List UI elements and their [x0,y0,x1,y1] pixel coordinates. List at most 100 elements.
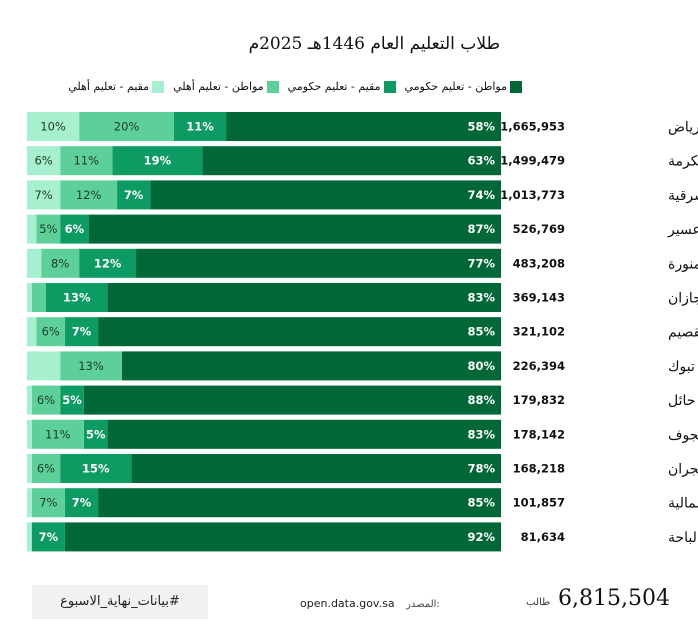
bar-segment [64,522,502,552]
data-label: 63% [467,154,495,168]
data-label: 7% [124,188,144,202]
data-label: 7% [72,496,92,510]
data-label: 7% [34,188,52,202]
bar-segment [27,419,32,449]
bar-segment [60,385,84,415]
bar-segment [45,283,108,312]
data-label: 78% [467,462,495,476]
category-label: المدينة المنورة [668,256,698,272]
row-total: 369,143 [513,291,565,305]
bar-segment [60,214,89,244]
legend-swatch [510,80,522,93]
legend-item: مقيم - تعليم حكومي [288,80,396,93]
bar-segment [121,351,502,381]
bar-segment [27,351,61,381]
data-label: 5% [62,393,82,407]
bar-segment [88,214,502,244]
category-label: الرياض [668,120,698,136]
bar-segment [79,112,174,141]
bar-segment [79,248,137,278]
chart-title: طلاب التعليم العام 1446هـ 2025م [248,34,500,54]
bar-segment [98,488,501,518]
bar-segment [31,522,65,552]
row-total: 483,208 [513,256,565,270]
data-label: 7% [39,530,59,544]
bar-segment [107,419,501,449]
legend-swatch [383,80,396,93]
row-total: 1,499,479 [500,154,565,168]
bar-segment [27,214,37,244]
bar-segment [27,317,37,347]
data-label: 6% [65,222,85,236]
category-label: عسير [667,222,698,238]
category-label: مكة المكرمة [668,154,698,170]
bar-segment [60,454,132,483]
legend-item: مواطن - تعليم حكومي [405,80,522,93]
bar-segment [64,488,99,518]
bar-segment [31,454,61,483]
bar-segment [27,454,32,483]
bar-segment [27,112,80,141]
legend-label: مقيم - تعليم حكومي [287,80,381,93]
legend-label: مواطن - تعليم أهلي [173,80,264,93]
row-total: 178,142 [513,427,565,441]
category-label: تبوك [668,359,695,375]
legend-item: مواطن - تعليم أهلي [173,80,279,93]
hashtag-badge: #بيانات_نهاية_الاسبوع [32,585,208,619]
data-label: 6% [42,325,60,339]
data-label: 83% [467,427,495,441]
data-label: 5% [39,222,57,236]
bar-segment [83,419,108,449]
category-label: نجران [668,462,698,478]
data-label: 83% [467,291,495,305]
bar-segment [36,317,65,347]
bar-segment [107,283,501,312]
row-total: 179,832 [513,393,565,407]
bar-segment [173,112,227,141]
row-total: 226,394 [513,359,565,373]
bar-segment [31,283,46,312]
source-url[interactable]: open.data.gov.sa [300,597,395,610]
category-label: الجوف [668,427,698,443]
data-label: 58% [467,120,495,134]
total-unit: طالب [526,597,551,608]
data-label: 12% [94,256,122,270]
legend-swatch [266,80,279,93]
bar-segment [83,385,501,415]
bar-segment [27,522,32,552]
data-label: 15% [82,462,110,476]
data-label: 74% [467,188,495,202]
data-label: 85% [467,325,495,339]
bar-segment [64,317,99,347]
bar-segment [31,488,65,518]
data-label: 20% [114,120,140,134]
bar-segment [131,454,501,483]
bar-segment [31,419,84,449]
total-value: 6,815,504 [558,586,670,611]
row-total: 526,769 [513,222,565,236]
bar-segment [60,180,118,210]
row-total: 1,013,773 [500,188,565,202]
bar-segment [27,488,32,518]
bar-segment [202,146,501,176]
source-line: open.data.gov.sa المصدر: [300,597,440,610]
category-label: القصيم [668,325,698,341]
bar-segment [226,112,501,141]
data-label: 10% [40,120,66,134]
bar-segment [27,283,32,312]
data-label: 85% [467,496,495,510]
data-label: 11% [45,427,71,441]
legend: مواطن - تعليم حكومي مقيم - تعليم حكومي موا… [68,80,522,93]
chart: 58% 11% 20% 10% 1,665,953 الرياض 63% 19% 11% 6% 1,… [27,112,698,552]
data-label: 19% [144,154,172,168]
grand-total: طالب 6,815,504 [526,586,670,611]
row-total: 168,218 [513,462,565,476]
bar-segment [112,146,203,176]
row-total: 81,634 [521,530,565,544]
bar-segment [27,248,42,278]
category-label: جازان [668,291,698,307]
data-label: 11% [186,120,214,134]
data-label: 5% [86,427,106,441]
category-label: الحدود الشمالية [668,496,698,512]
data-label: 77% [467,256,495,270]
